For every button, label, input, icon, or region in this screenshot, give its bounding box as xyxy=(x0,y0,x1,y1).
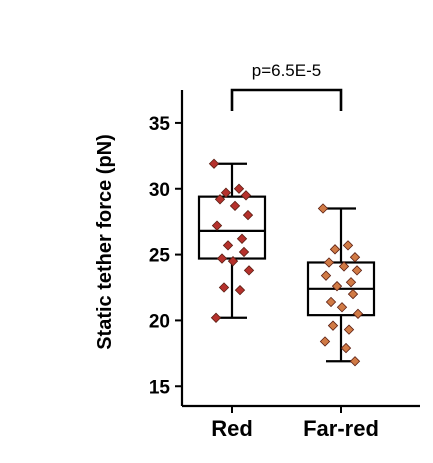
data-point xyxy=(243,265,255,276)
axes-layer: 15 20 25 30 35 Red Far-red xyxy=(149,90,420,441)
annotation-layer: p=6.5E-5 xyxy=(230,61,343,111)
data-point xyxy=(336,302,348,313)
data-point xyxy=(222,240,234,251)
y-tick-label: 15 xyxy=(149,377,171,398)
data-point xyxy=(229,200,241,212)
y-tick-label: 35 xyxy=(149,114,171,135)
boxes-layer xyxy=(197,162,376,363)
data-point xyxy=(240,190,252,201)
data-point xyxy=(338,261,350,272)
data-point xyxy=(234,284,246,296)
data-point xyxy=(216,253,228,264)
x-category-label: Far-red xyxy=(303,416,379,441)
points-layer xyxy=(208,158,364,367)
data-point xyxy=(349,356,361,367)
data-point xyxy=(331,281,343,292)
data-point xyxy=(343,324,355,335)
data-point xyxy=(325,296,337,308)
data-point xyxy=(218,282,230,293)
data-point xyxy=(327,320,339,331)
data-point xyxy=(317,203,329,214)
data-point xyxy=(227,256,239,267)
data-point xyxy=(320,270,332,281)
data-point xyxy=(214,194,226,205)
data-point xyxy=(352,308,364,319)
data-point xyxy=(242,209,254,221)
data-point xyxy=(349,252,361,263)
data-point xyxy=(210,312,222,323)
significance-bracket xyxy=(230,88,343,111)
data-point xyxy=(351,265,363,276)
data-point xyxy=(342,240,354,251)
data-point xyxy=(323,257,335,268)
y-tick-label: 20 xyxy=(149,311,170,332)
data-point xyxy=(220,187,232,198)
data-point xyxy=(208,158,220,169)
x-category-label: Red xyxy=(211,416,253,441)
data-point xyxy=(345,277,357,288)
p-value-label: p=6.5E-5 xyxy=(252,61,321,80)
y-tick-label: 25 xyxy=(149,246,171,267)
data-point xyxy=(347,288,359,300)
y-tick-label: 30 xyxy=(149,180,170,201)
data-point xyxy=(236,233,248,244)
data-point xyxy=(238,246,250,258)
data-point xyxy=(211,220,223,231)
data-point xyxy=(340,342,352,354)
data-point xyxy=(319,336,331,347)
data-point xyxy=(329,244,341,255)
data-point xyxy=(233,183,245,194)
y-axis-title: Static tether force (pN) xyxy=(94,134,116,350)
